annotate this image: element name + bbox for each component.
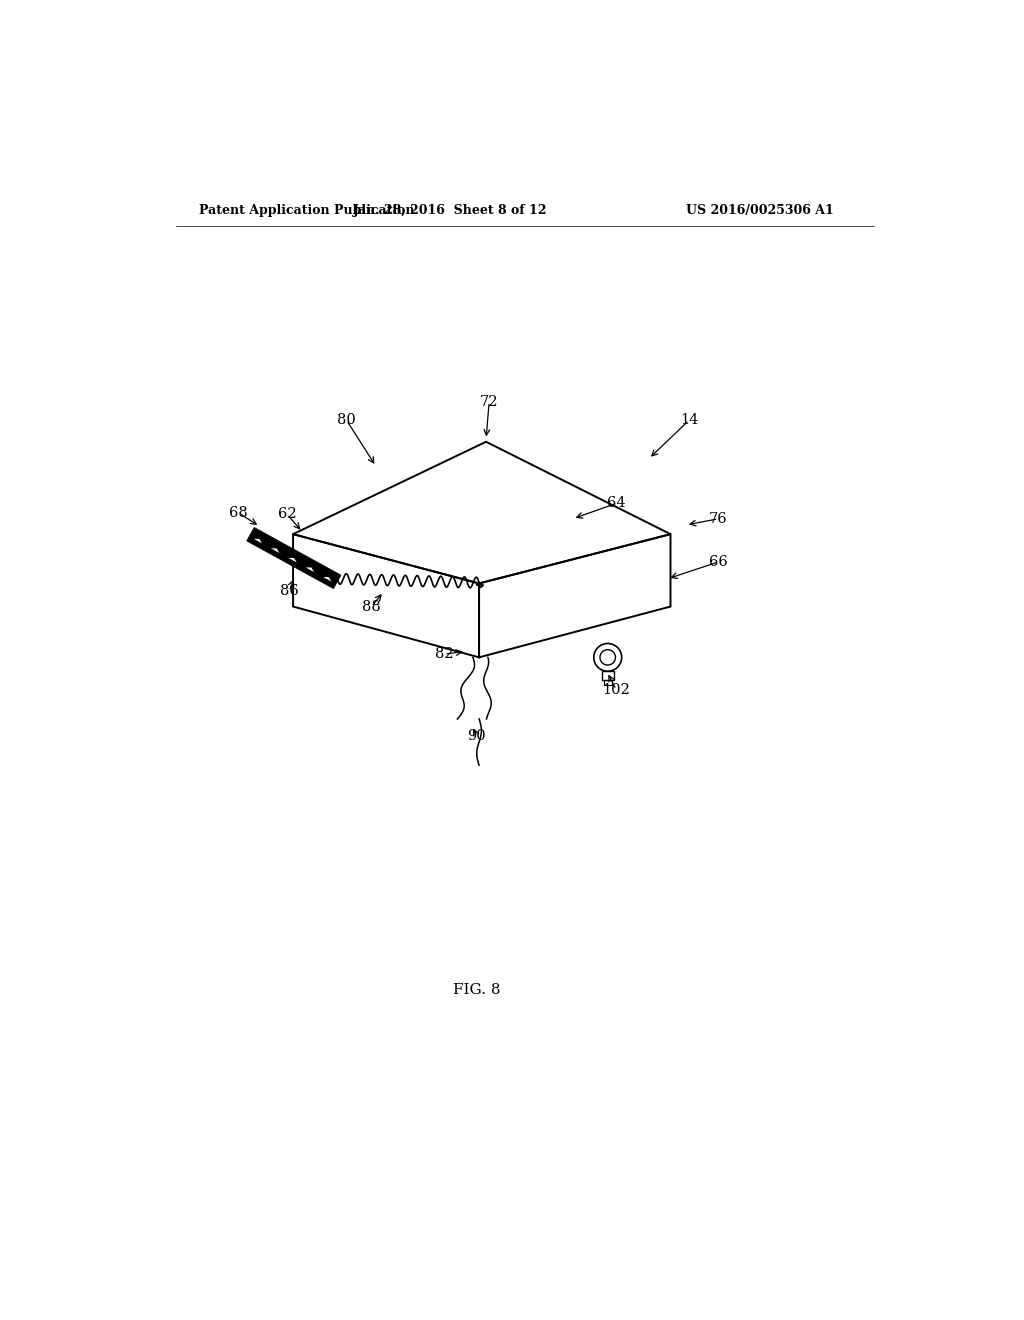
Polygon shape [303, 566, 315, 574]
Text: US 2016/0025306 A1: US 2016/0025306 A1 [686, 205, 834, 218]
Text: 76: 76 [710, 512, 728, 525]
Polygon shape [287, 557, 298, 564]
Polygon shape [321, 577, 333, 583]
Polygon shape [269, 548, 282, 554]
Text: 88: 88 [361, 599, 381, 614]
Text: 62: 62 [278, 507, 296, 521]
Text: 64: 64 [607, 496, 626, 511]
Text: 68: 68 [228, 506, 248, 520]
Text: 80: 80 [337, 413, 356, 428]
Text: 102: 102 [602, 682, 630, 697]
Text: 82: 82 [435, 647, 454, 661]
Text: 66: 66 [710, 554, 728, 569]
Bar [601, 671, 614, 681]
Text: Patent Application Publication: Patent Application Publication [200, 205, 415, 218]
Text: Jan. 28, 2016  Sheet 8 of 12: Jan. 28, 2016 Sheet 8 of 12 [353, 205, 548, 218]
Polygon shape [247, 528, 341, 589]
Bar [604, 681, 611, 685]
Text: 86: 86 [280, 585, 299, 598]
Text: 90: 90 [467, 729, 486, 743]
Text: 72: 72 [480, 395, 499, 409]
Text: FIG. 8: FIG. 8 [453, 983, 501, 997]
Text: 14: 14 [680, 413, 698, 428]
Polygon shape [252, 539, 264, 545]
